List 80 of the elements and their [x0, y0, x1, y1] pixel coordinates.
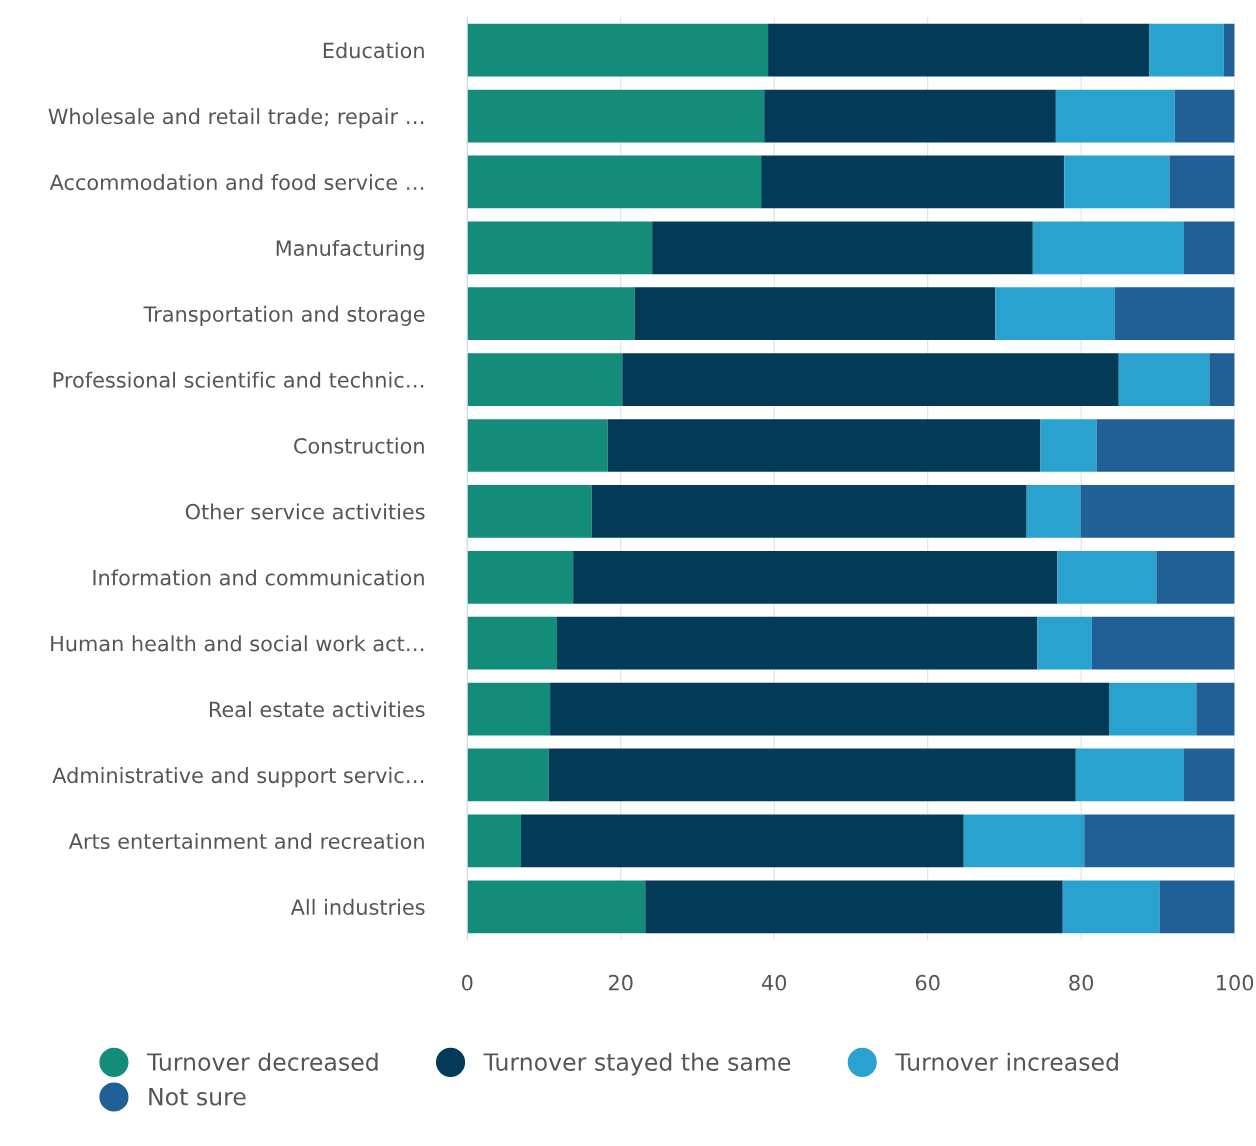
bar: [1075, 748, 1184, 802]
legend-label: Turnover increased: [895, 1052, 1118, 1071]
y-tick-label: Professional scientific and technic…: [53, 371, 424, 388]
bar: [1169, 155, 1235, 209]
x-tick-label: 60: [915, 974, 940, 991]
bar: [1184, 221, 1235, 275]
bar: [1091, 616, 1235, 670]
bar: [652, 221, 1033, 275]
bar: [768, 23, 1150, 77]
y-tick-label: Wholesale and retail trade; repair …: [48, 108, 424, 129]
y-tick-label: Manufacturing: [276, 239, 424, 261]
x-tick-label: 0: [461, 974, 473, 991]
bar: [467, 880, 646, 934]
bar: [622, 353, 1119, 406]
y-tick-label: Information and communication: [93, 569, 424, 586]
bar: [467, 23, 769, 77]
y-tick-label: Arts entertainment and recreation: [68, 832, 424, 850]
bar: [1037, 616, 1092, 670]
bar: [645, 880, 1063, 934]
bar: [467, 485, 592, 538]
bar: [1149, 23, 1224, 77]
bar: [1055, 89, 1175, 143]
bar: [467, 287, 635, 341]
x-tick-label: 40: [761, 974, 787, 991]
bar: [1159, 880, 1235, 934]
x-tick-label: 80: [1069, 974, 1094, 991]
y-tick-label: All industries: [290, 898, 425, 915]
bar: [963, 814, 1085, 868]
bar: [764, 89, 1056, 143]
bar: [1026, 485, 1081, 538]
y-tick-label: Transportation and storage: [143, 305, 425, 326]
y-tick-label: Accommodation and food service …: [49, 174, 424, 191]
x-tick-label: 20: [608, 974, 633, 991]
bar: [1223, 23, 1235, 77]
bar: [761, 155, 1065, 209]
legend-label: Turnover stayed the same: [483, 1052, 791, 1076]
legend-label: Not sure: [149, 1088, 246, 1106]
bar: [1196, 682, 1235, 736]
bar: [1114, 287, 1235, 341]
bar: [520, 814, 964, 868]
bar: [467, 814, 521, 868]
bar: [1096, 419, 1235, 472]
bar: [1084, 814, 1235, 868]
bar: [1080, 485, 1235, 538]
bar: [467, 419, 608, 472]
bar: [557, 616, 1038, 670]
bar: [467, 353, 623, 406]
bar: [634, 287, 996, 341]
x-tick-label: 100: [1217, 974, 1254, 991]
bar: [467, 748, 549, 802]
bar: [548, 748, 1076, 802]
bar: [1040, 419, 1097, 472]
bar: [1184, 748, 1235, 802]
bar: [550, 682, 1110, 736]
bar: [467, 221, 653, 275]
y-tick-label: Human health and social work act…: [51, 635, 424, 652]
y-tick-label: Construction: [294, 437, 424, 454]
bar: [1209, 353, 1235, 406]
bar: [467, 550, 574, 604]
bar: [467, 616, 558, 670]
bar: [1064, 155, 1170, 209]
bar: [1032, 221, 1184, 275]
y-tick-label: Education: [323, 42, 424, 59]
bar: [1156, 550, 1235, 604]
bar: [467, 155, 762, 209]
bar: [1062, 880, 1160, 934]
y-tick-label: Administrative and support servic…: [52, 767, 424, 788]
bar: [607, 419, 1041, 472]
y-tick-label: Other service activities: [185, 503, 425, 520]
bar: [1057, 550, 1157, 604]
bar: [1174, 89, 1235, 143]
bar: [995, 287, 1115, 341]
bar: [573, 550, 1058, 604]
bar: [1109, 682, 1197, 736]
y-tick-label: Real estate activities: [209, 701, 425, 718]
legend-label: Turnover decreased: [146, 1052, 378, 1071]
bar: [1118, 353, 1210, 406]
bar: [591, 485, 1027, 538]
bar: [467, 89, 765, 143]
bar: [467, 682, 551, 736]
